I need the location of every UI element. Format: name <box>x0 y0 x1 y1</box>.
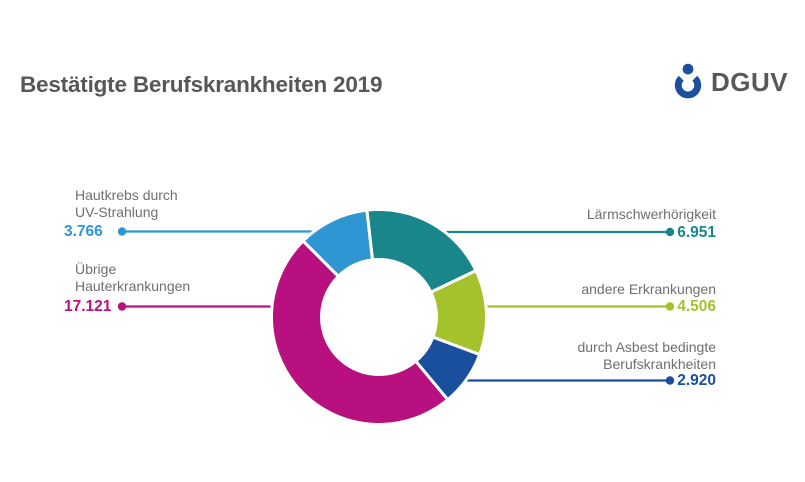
callout-label-andere-erkrankungen: andere Erkrankungen <box>581 281 716 298</box>
callout-label-uebrige-hauterkrankungen: Übrige Hauterkrankungen <box>75 261 190 295</box>
label-line: Lärmschwerhörigkeit <box>586 206 716 222</box>
label-line: andere Erkrankungen <box>581 281 716 297</box>
donut-segment <box>300 208 375 279</box>
callout-value-hautkrebs-uv: 3.766 <box>64 223 103 240</box>
label-line: durch Asbest bedingte <box>577 339 716 355</box>
label-line: Hautkrebs durch <box>75 187 178 203</box>
callout-dot <box>665 302 675 311</box>
callout-value-uebrige-hauterkrankungen: 17.121 <box>64 298 112 315</box>
callout-dot <box>117 227 127 236</box>
label-line: Berufskrankheiten <box>603 356 716 372</box>
callout-dot <box>665 376 675 385</box>
label-line: Hauterkrankungen <box>75 278 191 294</box>
callout-label-laermschwerhoerigkeit: Lärmschwerhörigkeit <box>587 206 716 223</box>
callout-label-asbest: durch Asbest bedingte Berufskrankheiten <box>577 339 716 373</box>
callout-label-hautkrebs-uv: Hautkrebs durch UV-Strahlung <box>75 187 178 221</box>
callout-dot <box>117 302 127 311</box>
dguv-person-icon <box>674 63 702 99</box>
dguv-logo-text: DGUV <box>711 66 789 97</box>
page-title: Bestätigte Berufskrankheiten 2019 <box>20 72 383 97</box>
dguv-logo: DGUV <box>674 63 788 100</box>
callout-value-andere-erkrankungen: 4.506 <box>677 298 716 315</box>
callout-value-asbest: 2.920 <box>677 372 716 389</box>
label-line: Übrige <box>75 261 117 277</box>
donut-segment <box>269 238 450 426</box>
label-line: UV-Strahlung <box>75 204 159 220</box>
callout-dot <box>665 227 675 237</box>
callout-value-laermschwerhoerigkeit: 6.951 <box>677 224 716 241</box>
